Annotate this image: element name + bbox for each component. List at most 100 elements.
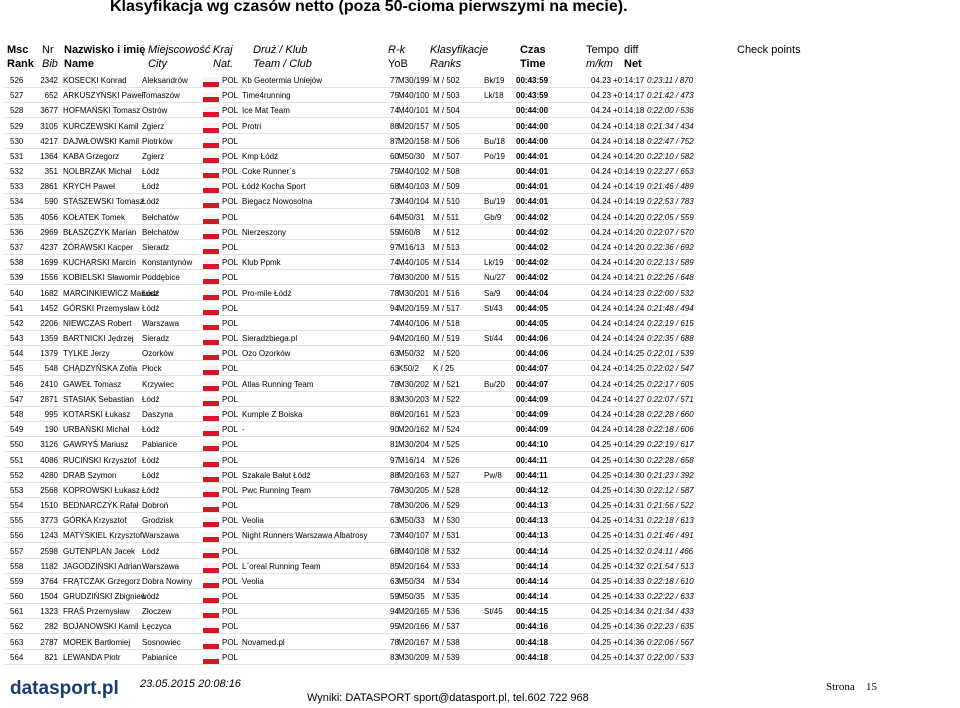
cell: M / 513 (433, 242, 460, 252)
cell: 00:44:11 (516, 455, 548, 465)
cell: 190 (44, 425, 58, 435)
cell: 00:44:02 (516, 227, 549, 237)
cell: KOTARSKI Łukasz (63, 409, 131, 419)
cell: M / 531 (433, 531, 460, 541)
cell: POL (222, 531, 239, 541)
cell: 1699 (40, 258, 58, 268)
cell: M / 514 (433, 258, 460, 268)
row-divider (4, 162, 686, 164)
row-divider (4, 512, 686, 514)
cell: POL (222, 258, 239, 268)
cell: Pw/8 (484, 470, 502, 480)
cell: Gb/9 (484, 212, 502, 222)
cell: Lk/19 (484, 258, 504, 268)
cell: 556 (10, 531, 24, 541)
cell: 0:22:07 / 571 (647, 394, 694, 404)
column-header: Bib (42, 58, 58, 70)
cell: 85 (390, 561, 399, 571)
cell: Bu/19 (484, 197, 505, 207)
flag-icon (203, 350, 219, 361)
cell: 4237 (40, 242, 58, 252)
cell: 04.24 (591, 349, 612, 359)
cell: M / 530 (433, 516, 460, 526)
cell: 0:21:56 / 522 (647, 501, 694, 511)
cell: 04.23 (591, 76, 612, 85)
cell: 0:22:22 / 633 (647, 592, 694, 602)
cell: M / 529 (433, 501, 460, 511)
cell: Piotrków (142, 136, 173, 146)
flag-icon (203, 92, 219, 103)
cell: 00:44:02 (516, 212, 549, 222)
cell: M50/34 (398, 576, 425, 586)
flag-icon (203, 441, 219, 452)
cell: Łódź (142, 470, 160, 480)
cell: +0:14:19 (613, 197, 645, 207)
cell: 537 (10, 242, 24, 252)
flag-icon (203, 168, 219, 179)
cell: Atlas Running Team (242, 379, 314, 389)
cell: Tomaszów (142, 91, 180, 101)
cell: +0:14:32 (613, 546, 645, 556)
row-divider (4, 147, 686, 149)
cell: M60/8 (398, 227, 421, 237)
cell: 652 (44, 91, 58, 101)
cell: Łódź Kocha Sport (242, 182, 306, 192)
cell: GUTENPLAN Jacek (63, 546, 136, 556)
cell: 0:22:47 / 752 (647, 136, 694, 146)
row-divider (4, 496, 686, 498)
cell: 00:44:00 (516, 121, 549, 131)
cell: M20/164 (398, 561, 430, 571)
cell: M / 504 (433, 106, 460, 116)
flag-icon (203, 198, 219, 209)
row-divider (4, 648, 686, 650)
cell: Ozo Ozorków (242, 349, 291, 359)
cell: 0:21:23 / 392 (647, 470, 694, 480)
contact: Wyniki: DATASPORT sport@datasport.pl, te… (307, 692, 589, 704)
cell: Bu/20 (484, 379, 505, 389)
cell: POL (222, 364, 239, 374)
cell: M / 537 (433, 622, 460, 632)
cell: Coke Runner`s (242, 167, 296, 177)
cell: 00:44:15 (516, 607, 549, 617)
cell: Klub Ppmk (242, 258, 281, 268)
cell: M20/161 (398, 409, 430, 419)
cell: 3764 (40, 576, 58, 586)
flag-icon (203, 456, 219, 467)
row-divider (4, 193, 686, 195)
row-divider (4, 420, 686, 422)
cell: 563 (10, 637, 24, 647)
cell: +0:14:31 (613, 531, 645, 541)
cell: 1359 (40, 334, 58, 344)
cell: Veolia (242, 516, 264, 526)
cell: 2969 (40, 227, 58, 237)
flag-icon (203, 502, 219, 513)
flag-icon (203, 532, 219, 543)
cell: HOFMAŃSKI Tomasz (63, 106, 141, 116)
cell: 04.25 (591, 455, 612, 465)
cell: +0:14:25 (613, 379, 645, 389)
cell: M / 536 (433, 607, 460, 617)
cell: 562 (10, 622, 24, 632)
cell: Po/19 (484, 151, 505, 161)
cell: Poddębice (142, 273, 180, 283)
cell: 00:44:07 (516, 379, 549, 389)
cell: 559 (10, 576, 24, 586)
cell: +0:14:25 (613, 349, 645, 359)
cell: 04.25 (591, 622, 612, 632)
cell: 68 (390, 182, 399, 192)
row-divider (4, 102, 686, 104)
cell: 550 (10, 440, 24, 450)
cell: M40/108 (398, 546, 430, 556)
cell: POL (222, 303, 239, 313)
cell: 00:44:09 (516, 425, 549, 435)
column-header: Time (520, 58, 546, 70)
flag-icon (203, 593, 219, 604)
cell: POL (222, 318, 239, 328)
cell: DAJWŁOWSKI Kamil (63, 136, 140, 146)
cell: 540 (10, 288, 24, 298)
cell: 00:44:09 (516, 394, 549, 404)
cell: 541 (10, 303, 24, 313)
cell: 0:22:05 / 559 (647, 212, 694, 222)
cell: 74 (390, 318, 399, 328)
cell: 60 (390, 151, 399, 161)
